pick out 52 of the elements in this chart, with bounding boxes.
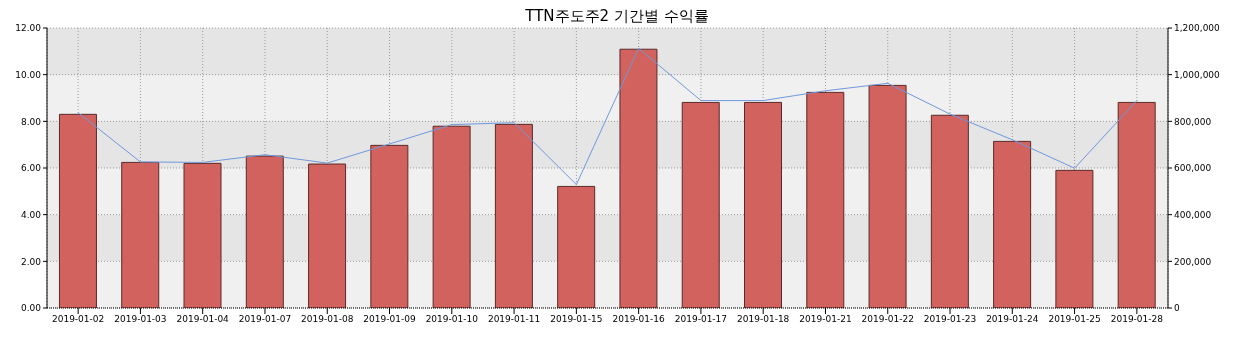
bar bbox=[432, 125, 471, 308]
bar bbox=[370, 144, 409, 308]
bar bbox=[308, 163, 347, 308]
x-tick-label: 2019-01-22 bbox=[861, 314, 914, 325]
bar bbox=[245, 155, 284, 308]
bar bbox=[806, 91, 845, 308]
x-tick-label: 2019-01-17 bbox=[674, 314, 728, 325]
y-tick-label: 0.00 bbox=[20, 303, 42, 314]
x-tick-label: 2019-01-21 bbox=[799, 314, 852, 325]
x-tick-label: 2019-01-18 bbox=[737, 314, 790, 325]
y2-tick-label: 400,000 bbox=[1174, 209, 1212, 220]
y-tick-label: 12.00 bbox=[15, 23, 42, 34]
bar bbox=[494, 123, 533, 308]
y-tick-label: 10.00 bbox=[15, 69, 42, 80]
bar bbox=[1117, 101, 1156, 308]
bar bbox=[58, 113, 97, 308]
bar bbox=[993, 140, 1032, 308]
x-tick-label: 2019-01-09 bbox=[363, 314, 416, 325]
x-tick-label: 2019-01-03 bbox=[114, 314, 167, 325]
bar bbox=[930, 114, 969, 308]
x-tick-label: 2019-01-08 bbox=[301, 314, 354, 325]
x-tick-label: 2019-01-07 bbox=[238, 314, 292, 325]
y2-tick-label: 1,000,000 bbox=[1174, 69, 1221, 80]
x-tick-label: 2019-01-15 bbox=[550, 314, 603, 325]
y-tick-label: 2.00 bbox=[20, 256, 42, 267]
x-tick-label: 2019-01-11 bbox=[487, 314, 541, 325]
x-tick-label: 2019-01-23 bbox=[923, 314, 977, 325]
y2-tick-label: 0 bbox=[1174, 303, 1180, 314]
x-tick-label: 2019-01-04 bbox=[176, 314, 230, 325]
bar bbox=[183, 162, 222, 308]
y-tick-label: 6.00 bbox=[20, 163, 42, 174]
bar bbox=[868, 84, 907, 308]
x-tick-label: 2019-01-02 bbox=[51, 314, 105, 325]
y-tick-label: 4.00 bbox=[20, 209, 42, 220]
y2-tick-label: 800,000 bbox=[1174, 116, 1212, 127]
y2-tick-label: 1,200,000 bbox=[1174, 23, 1221, 34]
line-series bbox=[77, 47, 1138, 186]
bar bbox=[744, 101, 783, 308]
bar bbox=[121, 161, 160, 308]
y-tick-label: 8.00 bbox=[20, 116, 42, 127]
bar bbox=[1055, 169, 1094, 308]
x-tick-label: 2019-01-24 bbox=[986, 314, 1039, 325]
x-tick-label: 2019-01-16 bbox=[612, 314, 666, 325]
bar bbox=[557, 185, 596, 308]
y2-tick-label: 600,000 bbox=[1174, 163, 1212, 174]
x-tick-label: 2019-01-10 bbox=[425, 314, 479, 325]
bar bbox=[619, 48, 658, 308]
chart-title: TTN주도주2 기간별 수익률 bbox=[524, 7, 710, 25]
bar bbox=[681, 101, 720, 308]
y2-tick-label: 200,000 bbox=[1174, 256, 1212, 267]
x-tick-label: 2019-01-25 bbox=[1048, 314, 1101, 325]
x-tick-label: 2019-01-28 bbox=[1110, 314, 1164, 325]
